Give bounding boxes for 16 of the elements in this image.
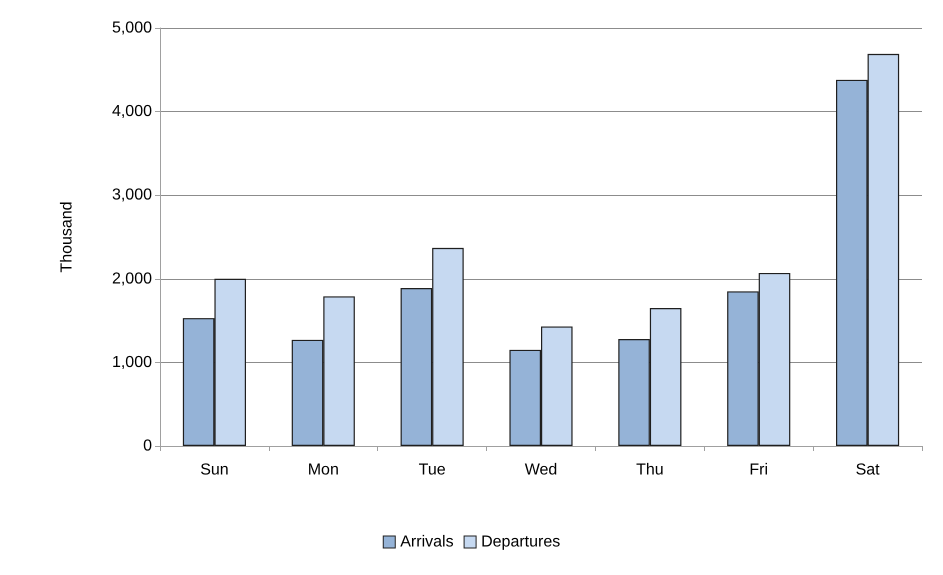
x-tick-label: Sun bbox=[200, 462, 229, 478]
x-tick-label: Tue bbox=[418, 462, 446, 478]
x-tick-label: Wed bbox=[524, 462, 558, 478]
x-tick-label: Fri bbox=[749, 462, 768, 478]
y-tick-label: 2,000 bbox=[112, 270, 152, 288]
legend-label: Arrivals bbox=[400, 534, 454, 550]
y-tick-label: 4,000 bbox=[112, 103, 152, 120]
x-tick-label: Mon bbox=[308, 462, 339, 478]
legend-label: Departures bbox=[481, 534, 560, 550]
y-axis-title: Thousand bbox=[58, 201, 76, 273]
y-tick-label: 0 bbox=[143, 438, 152, 454]
x-tick-label: Thu bbox=[636, 462, 664, 478]
x-tick-label: Sat bbox=[856, 462, 880, 478]
y-tick-label: 3,000 bbox=[112, 186, 152, 204]
y-tick-label: 1,000 bbox=[112, 354, 152, 371]
y-tick-label: 5,000 bbox=[112, 20, 152, 36]
